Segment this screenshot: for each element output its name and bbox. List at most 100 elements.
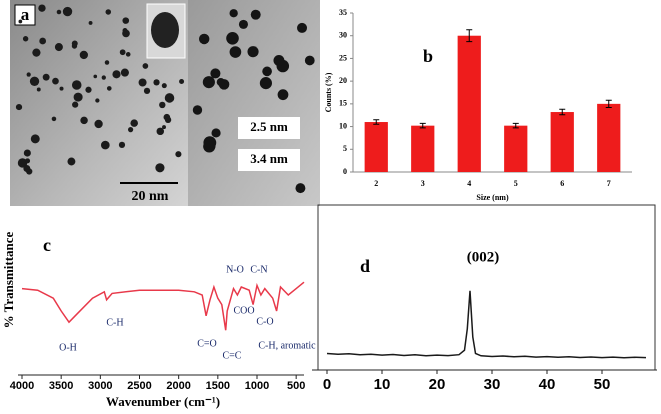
annotation: C=O [197, 338, 217, 349]
particle [32, 48, 41, 57]
x-tick-label: 10 [374, 376, 391, 393]
particle [25, 158, 31, 164]
particle [112, 70, 121, 79]
size-box [238, 149, 300, 171]
annotation: C-H [106, 317, 123, 328]
bar [550, 112, 574, 172]
bar [504, 125, 528, 172]
particle [125, 52, 131, 57]
x-tick-label: 4 [467, 179, 471, 188]
panel-label: c [43, 235, 51, 255]
particle [15, 103, 23, 111]
size-box [238, 117, 300, 139]
particle [25, 151, 30, 156]
particle [42, 73, 50, 81]
particle [71, 43, 78, 49]
particle [155, 163, 165, 173]
y-tick-label: 5 [343, 144, 347, 153]
particle [62, 6, 73, 17]
error-bar [419, 122, 426, 129]
x-tick-label: 2500 [127, 380, 151, 392]
annotation: COO [233, 305, 254, 316]
particle [95, 98, 100, 103]
particle [295, 183, 306, 194]
y-tick-label: 0 [343, 167, 347, 176]
particle [59, 86, 64, 91]
particle [304, 55, 315, 66]
particle [210, 68, 221, 79]
x-tick-label: 3 [421, 179, 425, 188]
x-tick-label: 2000 [166, 380, 190, 392]
y-axis-title: % Transmittance [1, 231, 16, 328]
inset-particle [151, 12, 179, 48]
y-tick-label: 35 [339, 8, 347, 17]
error-bar [605, 99, 612, 108]
tem-zoom [188, 0, 320, 206]
particle [67, 157, 76, 166]
x-tick-label: 20 [429, 376, 446, 393]
spectrum [21, 281, 305, 331]
particle [164, 116, 172, 124]
particle [122, 29, 130, 38]
particle [80, 116, 88, 125]
x-tick-label: 1000 [245, 380, 269, 392]
particle [120, 68, 129, 77]
particle [143, 87, 151, 94]
error-bar [512, 122, 519, 129]
panel-label: d [360, 256, 370, 276]
bar [411, 125, 435, 172]
bar [364, 122, 388, 172]
particle [203, 136, 217, 150]
annotation: N-O [226, 264, 244, 275]
particle [85, 86, 92, 93]
y-tick-label: 15 [339, 99, 347, 108]
particle [101, 75, 106, 80]
particle [118, 141, 126, 148]
panel-label: b [423, 46, 433, 66]
particle [229, 9, 238, 18]
particle [72, 101, 79, 108]
x-tick-label: 4000 [10, 380, 34, 392]
size-label: 3.4 nm [250, 151, 288, 166]
annotation: C-H, aromatic [258, 340, 316, 351]
x-tick-label: 2 [374, 179, 378, 188]
x-tick-label: 0 [323, 376, 331, 393]
particle [39, 37, 47, 45]
particle [192, 105, 203, 115]
particle [216, 78, 225, 87]
x-tick-label: 40 [539, 376, 556, 393]
annotation: C-N [250, 264, 267, 275]
particle [106, 86, 112, 91]
particle [159, 101, 166, 109]
particle [262, 66, 272, 77]
particle [202, 76, 215, 89]
particle [29, 76, 40, 86]
annotation: C-O [256, 316, 273, 327]
particle [156, 127, 164, 136]
particle [26, 72, 31, 77]
y-tick-label: 20 [339, 76, 347, 85]
particle [226, 31, 239, 45]
particle [128, 127, 134, 133]
particle [30, 134, 40, 144]
particle [71, 80, 82, 90]
particle [198, 33, 210, 45]
x-tick-label: 5 [514, 179, 518, 188]
particle [17, 158, 28, 168]
bar [457, 35, 481, 172]
x-axis-title: Size (nm) [476, 193, 509, 202]
particle [238, 19, 248, 29]
x-tick-label: 50 [594, 376, 611, 393]
particle [23, 165, 31, 172]
particle [259, 77, 272, 90]
x-tick-label: 3000 [88, 380, 112, 392]
error-bar [466, 29, 473, 43]
particle [52, 77, 59, 85]
particle [56, 9, 62, 15]
particle [247, 46, 259, 58]
scale-label: 20 nm [132, 189, 169, 204]
particle [162, 125, 166, 130]
y-axis-title: Counts (%) [324, 72, 333, 112]
particle [297, 22, 308, 33]
